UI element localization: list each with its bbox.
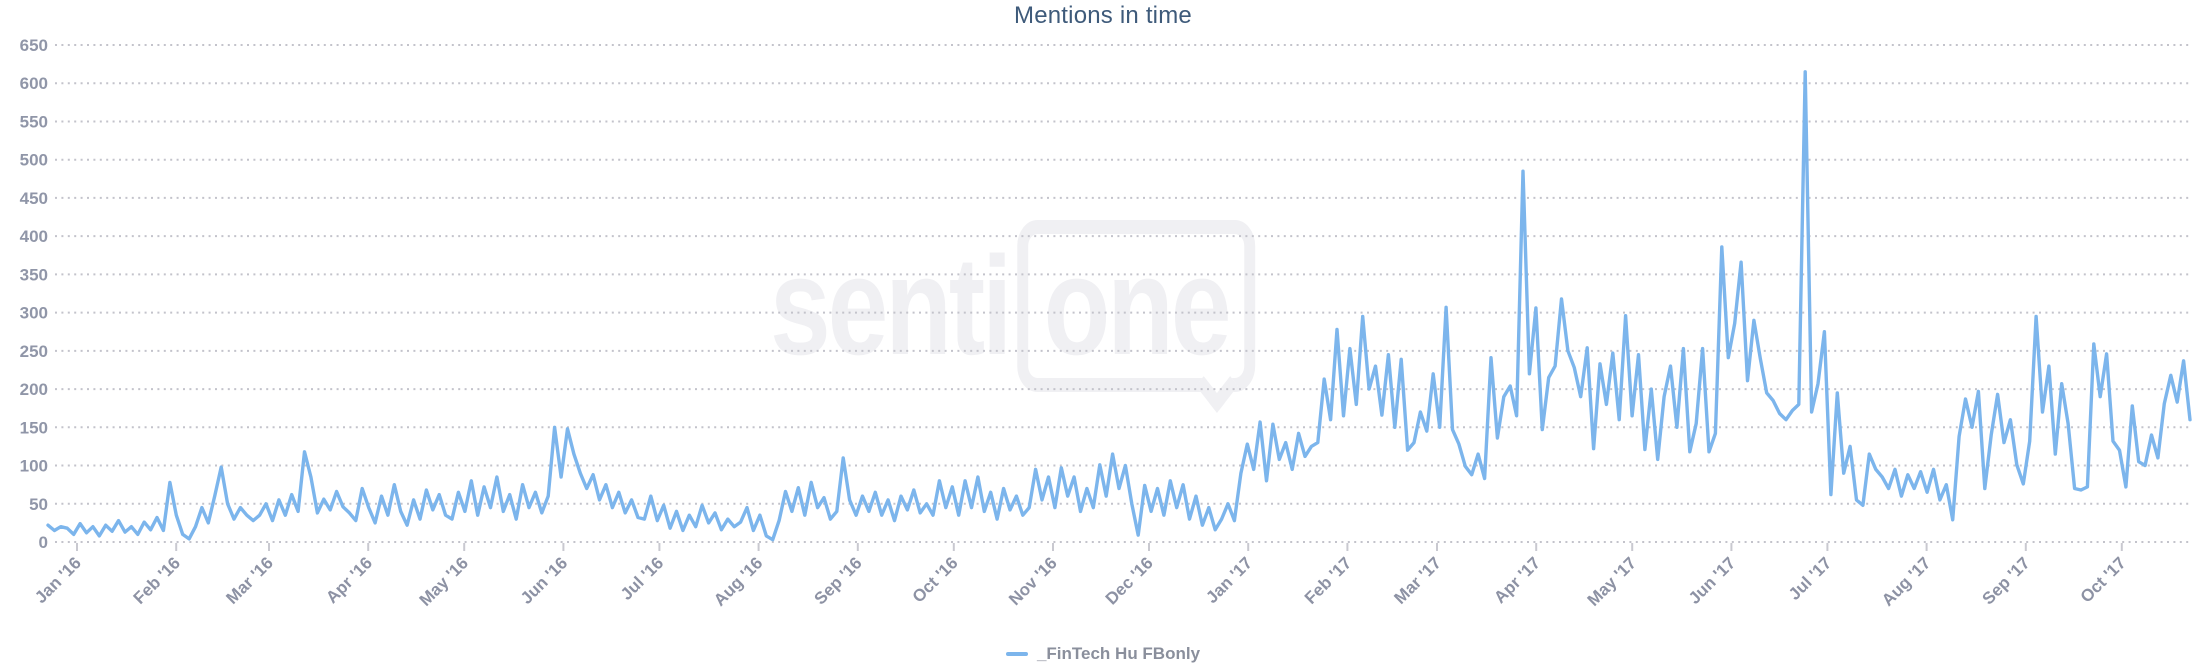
svg-text:550: 550 xyxy=(20,112,48,131)
svg-text:Mar '17: Mar '17 xyxy=(1390,553,1444,607)
svg-text:Jun '16: Jun '16 xyxy=(517,553,571,607)
svg-text:Jun '17: Jun '17 xyxy=(1685,553,1739,607)
svg-text:Feb '16: Feb '16 xyxy=(130,553,184,607)
svg-text:Aug '17: Aug '17 xyxy=(1878,553,1934,609)
svg-text:Jan '17: Jan '17 xyxy=(1202,553,1256,607)
svg-text:500: 500 xyxy=(20,151,48,170)
svg-text:Oct '16: Oct '16 xyxy=(909,553,962,606)
svg-text:50: 50 xyxy=(29,495,48,514)
svg-text:Apr '17: Apr '17 xyxy=(1490,553,1544,607)
chart-title: Mentions in time xyxy=(1014,2,1192,29)
svg-text:Feb '17: Feb '17 xyxy=(1301,553,1355,607)
x-axis-ticks xyxy=(76,543,2123,551)
series-line[interactable] xyxy=(46,70,2192,542)
svg-text:May '16: May '16 xyxy=(416,553,472,609)
y-axis-labels: 0 50 100 150 200 250 300 350 400 450 500 550 600 650 xyxy=(20,36,48,552)
legend-label: _FinTech Hu FBonly xyxy=(1036,644,1201,663)
svg-text:0: 0 xyxy=(39,533,48,552)
svg-text:Jul '17: Jul '17 xyxy=(1785,553,1835,603)
svg-text:Oct '17: Oct '17 xyxy=(2077,553,2130,606)
legend-line-swatch-icon xyxy=(1005,652,1028,656)
svg-text:Aug '16: Aug '16 xyxy=(710,553,766,609)
x-axis-labels: Jan '16 Feb '16 Mar '16 Apr '16 May '16 Jun '… xyxy=(31,553,2130,609)
svg-text:200: 200 xyxy=(20,380,48,399)
svg-text:100: 100 xyxy=(20,457,48,476)
svg-text:Sep '16: Sep '16 xyxy=(811,553,866,608)
svg-text:Nov '16: Nov '16 xyxy=(1005,553,1061,609)
svg-text:Sep '17: Sep '17 xyxy=(1979,553,2034,608)
svg-text:600: 600 xyxy=(20,74,48,93)
svg-text:May '17: May '17 xyxy=(1584,553,1640,609)
svg-text:Jan '16: Jan '16 xyxy=(31,553,85,607)
svg-text:650: 650 xyxy=(20,36,48,55)
svg-text:150: 150 xyxy=(20,418,48,437)
svg-text:400: 400 xyxy=(20,227,48,246)
legend-item[interactable]: _FinTech Hu FBonly xyxy=(0,644,2206,664)
svg-text:Jul '16: Jul '16 xyxy=(617,553,667,603)
svg-text:350: 350 xyxy=(20,265,48,284)
svg-text:250: 250 xyxy=(20,342,48,361)
svg-text:Mar '16: Mar '16 xyxy=(222,553,276,607)
svg-text:300: 300 xyxy=(20,304,48,323)
svg-text:Apr '16: Apr '16 xyxy=(322,553,376,607)
svg-text:450: 450 xyxy=(20,189,48,208)
svg-text:Dec '16: Dec '16 xyxy=(1102,553,1157,608)
